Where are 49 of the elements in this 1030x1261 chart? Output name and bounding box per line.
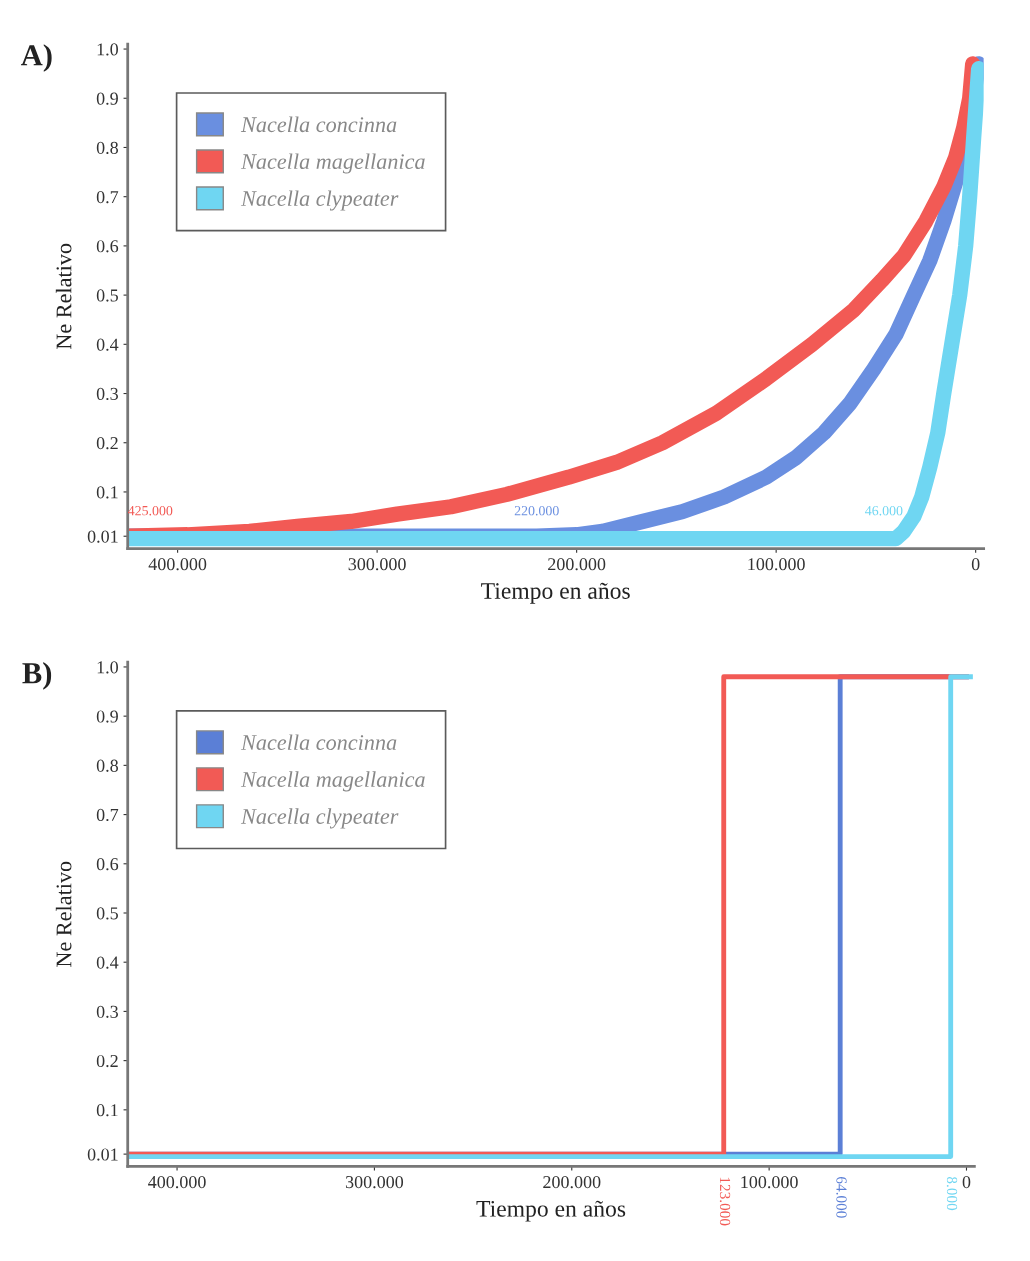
y-tick-label: 0.9	[96, 710, 118, 723]
y-tick-label: 0.2	[96, 436, 118, 450]
x-tick-label: 200.000	[548, 558, 606, 571]
y-tick-label: 0.7	[96, 190, 119, 204]
x-tick-label: 0	[962, 1175, 971, 1189]
y-tick-label: 0.01	[87, 530, 118, 543]
y-tick-label: 0.8	[96, 759, 118, 772]
annotation: 8.000	[946, 1176, 958, 1211]
y-axis-title: Ne Relativo	[55, 861, 72, 967]
x-tick-label: 300.000	[348, 558, 406, 571]
legend-label: Nacella clypeater	[240, 808, 399, 829]
y-tick-label: 0.3	[96, 387, 118, 401]
x-axis-title: Tiempo en años	[481, 582, 630, 604]
y-tick-label: 0.8	[96, 141, 118, 154]
annotation: 123.000	[719, 1177, 731, 1226]
x-tick-label: 400.000	[148, 1175, 206, 1189]
y-tick-label: 0.6	[96, 858, 119, 871]
annotation: 46.000	[865, 505, 903, 516]
y-tick-label: 0.5	[96, 289, 118, 302]
y-tick-label: 1.0	[97, 43, 118, 56]
legend-label: Nacella concinna	[240, 116, 397, 133]
x-tick-label: 100.000	[741, 1175, 798, 1189]
x-tick-label: 400.000	[148, 558, 207, 571]
x-axis-title: Tiempo en años	[476, 1200, 626, 1222]
y-tick-label: 0.9	[96, 92, 118, 105]
y-tick-label: 0.2	[96, 1054, 118, 1068]
y-tick-label: 0.4	[96, 956, 119, 969]
y-tick-label: 0.1	[96, 1104, 118, 1117]
annotation: 64.000	[836, 1177, 847, 1218]
y-tick-label: 0.5	[96, 907, 118, 920]
legend-label: Nacella concinna	[240, 734, 397, 751]
x-tick-label: 0	[971, 558, 980, 571]
y-tick-label: 1.0	[97, 661, 118, 674]
y-tick-label: 0.3	[96, 1005, 118, 1018]
y-tick-label: 0.4	[96, 338, 119, 351]
y-tick-label: 0.6	[96, 240, 119, 253]
chart-title: B)	[22, 662, 52, 690]
y-tick-label: 0.01	[87, 1148, 118, 1161]
legend-label: Nacella magellanica	[240, 771, 425, 792]
x-tick-label: 200.000	[543, 1175, 601, 1189]
annotation: 220.000	[514, 505, 559, 516]
legend-label: Nacella magellanica	[240, 153, 425, 174]
chart-title: A)	[21, 44, 52, 72]
y-axis-title: Ne Relativo	[55, 243, 72, 350]
legend-label: Nacella clypeater	[240, 190, 399, 211]
x-tick-label: 100.000	[748, 558, 805, 571]
y-tick-label: 0.7	[96, 808, 119, 822]
x-tick-label: 300.000	[345, 1175, 404, 1189]
y-tick-label: 0.1	[96, 486, 118, 499]
